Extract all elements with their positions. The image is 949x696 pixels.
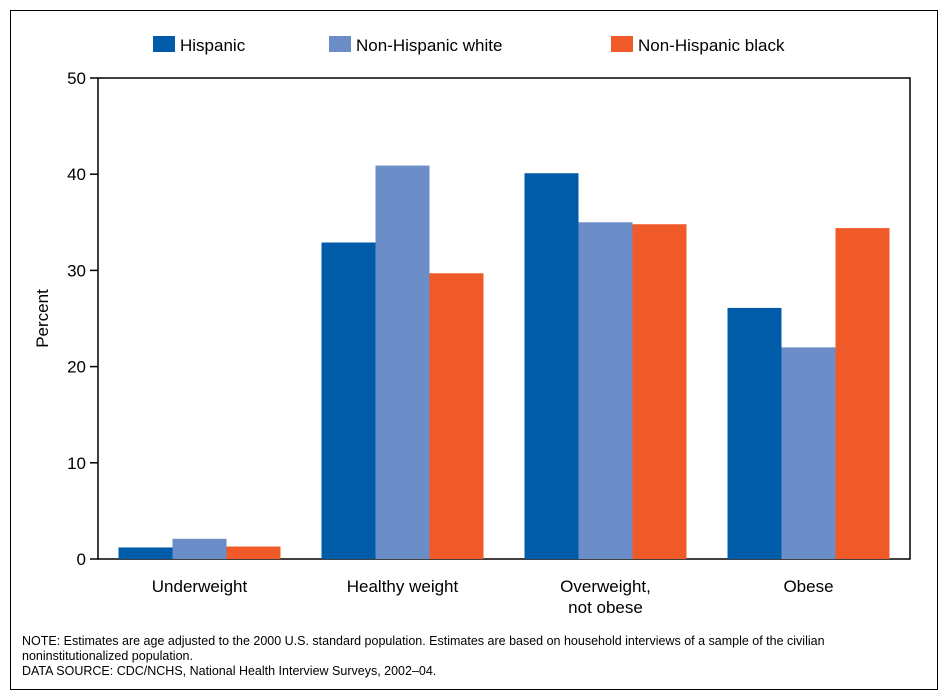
x-tick-label: Obese xyxy=(783,577,833,596)
y-axis: 0 10 20 30 40 50 xyxy=(67,69,98,569)
bar xyxy=(632,224,687,559)
legend-label: Non-Hispanic white xyxy=(356,36,502,55)
y-tick-label: 0 xyxy=(77,550,86,569)
bar xyxy=(321,242,376,559)
x-axis: Underweight Healthy weight Overweight, not … xyxy=(152,577,834,617)
plot-area xyxy=(97,77,911,560)
y-tick-label: 20 xyxy=(67,358,86,377)
bar xyxy=(727,307,782,559)
x-tick-label: Healthy weight xyxy=(347,577,459,596)
footnotes: NOTE: Estimates are age adjusted to the … xyxy=(22,634,922,679)
bar xyxy=(835,228,890,559)
bar xyxy=(429,273,484,559)
bar xyxy=(578,222,633,560)
y-tick-label: 10 xyxy=(67,454,86,473)
bars xyxy=(118,165,890,560)
y-tick-label: 40 xyxy=(67,165,86,184)
bar xyxy=(781,347,836,559)
y-axis-label: Percent xyxy=(33,289,52,348)
legend: Hispanic Non-Hispanic white Non-Hispanic b… xyxy=(153,36,785,55)
data-source-text: DATA SOURCE: CDC/NCHS, National Health I… xyxy=(22,664,437,678)
bar xyxy=(524,173,579,559)
bar xyxy=(118,547,173,559)
bar xyxy=(375,165,430,560)
bar xyxy=(172,538,227,559)
legend-label: Hispanic xyxy=(180,36,246,55)
y-tick-label: 50 xyxy=(67,69,86,88)
legend-swatch xyxy=(329,36,351,52)
legend-label: Non-Hispanic black xyxy=(638,36,785,55)
x-tick-label: Underweight xyxy=(152,577,248,596)
bar xyxy=(226,546,281,559)
y-tick-label: 30 xyxy=(67,261,86,280)
legend-swatch xyxy=(153,36,175,52)
legend-swatch xyxy=(611,36,633,52)
note-text: NOTE: Estimates are age adjusted to the … xyxy=(22,634,825,663)
bar-chart: Hispanic Non-Hispanic white Non-Hispanic b… xyxy=(33,36,911,617)
x-tick-label: Overweight, not obese xyxy=(560,577,651,617)
